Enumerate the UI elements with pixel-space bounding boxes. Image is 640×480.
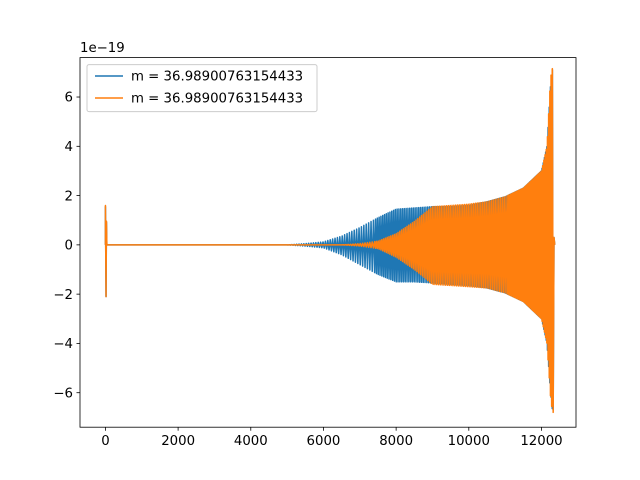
y-tick-label: 2 — [65, 189, 73, 204]
y-tick-label: −4 — [53, 337, 73, 352]
y-tick-label: 6 — [65, 91, 73, 106]
series-layer — [104, 67, 556, 414]
y-tick-label: 0 — [65, 239, 73, 254]
x-axis: 0 2000 4000 6000 8000 10000 12000 — [101, 427, 563, 449]
series-line-2 — [104, 67, 556, 414]
y-offset-label: 1e−19 — [80, 41, 125, 56]
y-axis: −6 −4 −2 0 2 4 6 — [53, 91, 80, 401]
x-tick-label: 10000 — [448, 434, 490, 449]
axes-frame — [79, 57, 577, 428]
y-tick-label: −6 — [53, 386, 73, 401]
x-tick-label: 4000 — [234, 434, 268, 449]
legend-box — [86, 64, 318, 113]
legend: m = 36.98900763154433 m = 36.98900763154… — [86, 64, 318, 113]
legend-label-series-1: m = 36.98900763154433 — [131, 70, 303, 85]
x-tick-label: 2000 — [161, 434, 195, 449]
x-tick-label: 12000 — [520, 434, 562, 449]
y-tick-label: 4 — [65, 140, 73, 155]
x-tick-label: 6000 — [307, 434, 341, 449]
x-tick-label: 8000 — [379, 434, 413, 449]
legend-label-series-2: m = 36.98900763154433 — [131, 92, 303, 107]
x-tick-label: 0 — [101, 434, 109, 449]
y-tick-label: −2 — [53, 288, 73, 303]
